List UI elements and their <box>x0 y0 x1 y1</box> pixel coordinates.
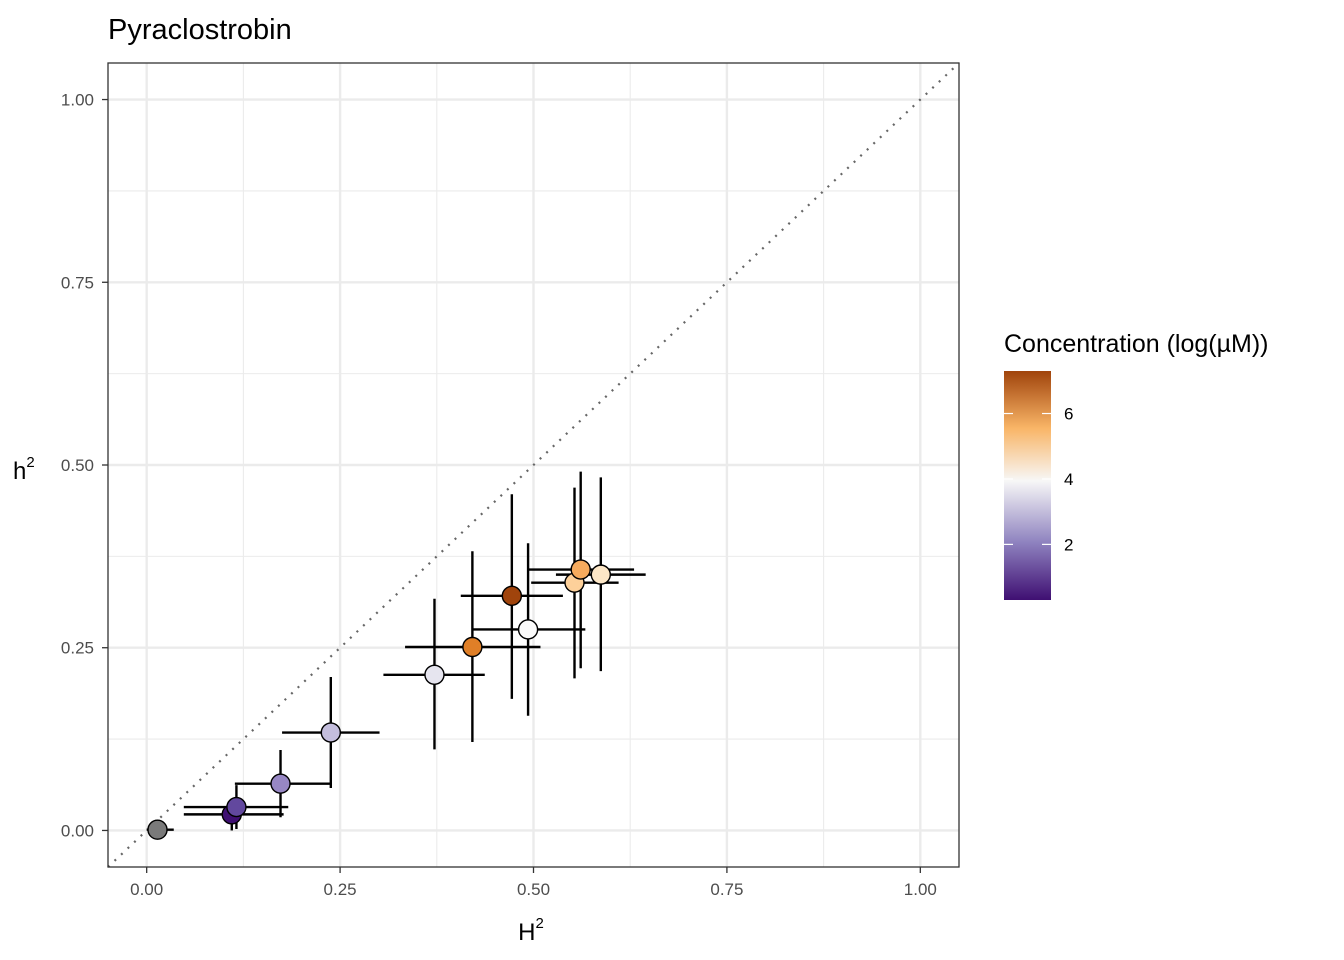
legend-ticks: 2 4 6 <box>1004 405 1073 554</box>
x-axis-title: H2 <box>518 915 544 946</box>
data-point <box>501 585 523 607</box>
data-point <box>320 722 342 743</box>
chart-title: Pyraclostrobin <box>108 14 292 46</box>
legend-tick-label: 4 <box>1064 470 1073 489</box>
color-legend: Concentration (log(µM)) 2 4 6 <box>1004 330 1269 600</box>
y-tick-label: 0.50 <box>61 456 94 475</box>
y-axis-title-base: h <box>13 458 26 485</box>
data-point <box>517 619 539 640</box>
data-point <box>226 796 247 818</box>
x-tick-label: 0.25 <box>324 880 357 899</box>
y-axis-ticks: 0.00 0.25 0.50 0.75 1.00 <box>61 91 108 840</box>
x-axis-title-base: H <box>518 919 535 946</box>
y-tick-label: 1.00 <box>61 91 94 110</box>
x-tick-label: 0.50 <box>517 880 550 899</box>
y-axis-title-superscript: 2 <box>26 454 34 471</box>
x-tick-label: 0.00 <box>130 880 163 899</box>
data-point <box>462 636 483 658</box>
legend-title: Concentration (log(µM)) <box>1004 330 1269 358</box>
y-tick-label: 0.75 <box>61 273 94 292</box>
x-axis-title-superscript: 2 <box>536 915 544 932</box>
y-tick-label: 0.25 <box>61 639 94 658</box>
legend-tick-label: 2 <box>1064 535 1073 554</box>
y-tick-label: 0.00 <box>61 821 94 840</box>
data-point <box>424 664 445 685</box>
legend-tick-label: 6 <box>1064 405 1073 424</box>
data-point <box>147 819 168 840</box>
legend-colorbar <box>1004 371 1051 600</box>
x-tick-label: 0.75 <box>710 880 743 899</box>
data-point <box>270 773 291 794</box>
data-point <box>570 559 591 580</box>
data-point <box>590 564 612 585</box>
x-tick-label: 1.00 <box>904 880 937 899</box>
y-axis-title: h2 <box>13 454 35 485</box>
x-axis-ticks: 0.00 0.25 0.50 0.75 1.00 <box>130 867 937 899</box>
data-points <box>147 559 612 840</box>
identity-reference-line <box>107 62 960 868</box>
